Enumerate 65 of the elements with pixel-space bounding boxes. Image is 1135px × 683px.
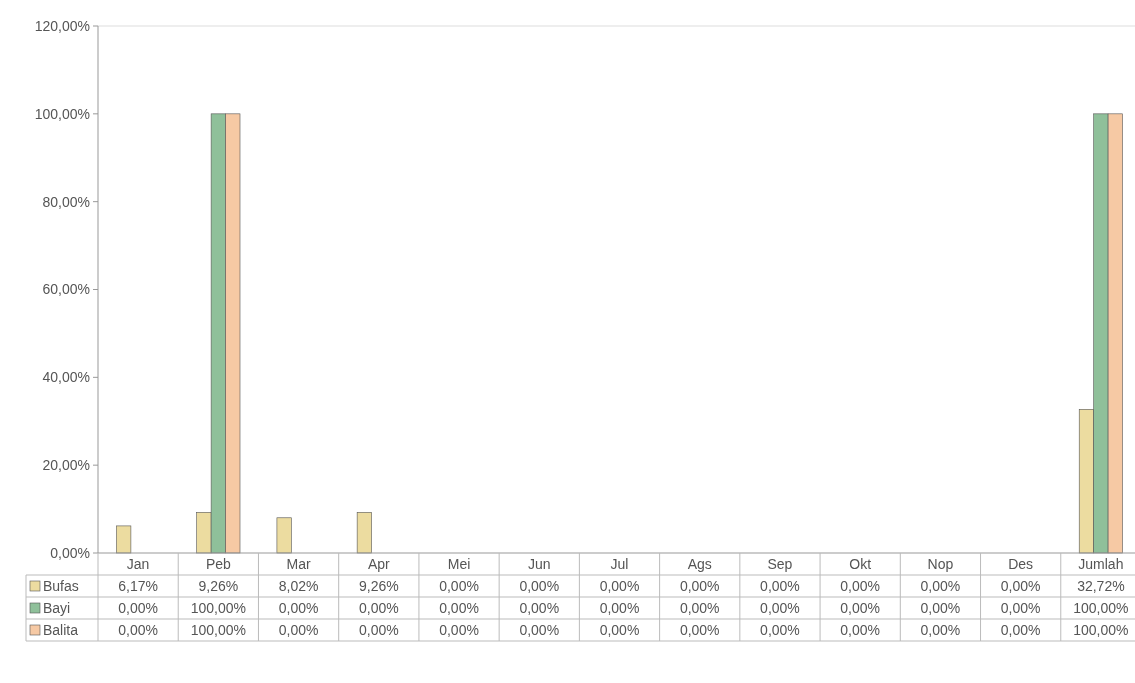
data-label: 0,00% [519, 621, 560, 638]
data-label: 0,00% [920, 621, 961, 638]
y-tick-label: 80,00% [42, 193, 90, 210]
bar [276, 517, 292, 554]
legend-label: Bufas [43, 577, 79, 594]
data-label: 0,00% [760, 599, 800, 616]
data-label: 0,00% [599, 577, 640, 594]
data-label: 9,26% [358, 577, 399, 594]
data-label: 0,00% [519, 599, 560, 616]
x-tick-label: Peb [205, 555, 232, 572]
x-tick-label: Jul [610, 555, 629, 572]
data-label: 0,00% [439, 621, 479, 638]
data-label: 0,00% [358, 621, 399, 638]
x-tick-label: Okt [849, 555, 872, 572]
data-label: 0,00% [760, 621, 800, 638]
x-tick-label: Nop [927, 555, 954, 572]
y-tick-label: 40,00% [42, 369, 90, 386]
data-label: 0,00% [760, 577, 800, 594]
data-label: 0,00% [278, 621, 319, 638]
x-tick-label: Jun [527, 555, 551, 572]
y-tick-label: 120,00% [34, 17, 90, 34]
y-tick-label: 100,00% [34, 105, 90, 122]
x-tick-label: Des [1008, 555, 1034, 572]
data-label: 0,00% [840, 599, 881, 616]
data-label: 0,00% [1000, 621, 1041, 638]
x-tick-label: Sep [767, 555, 793, 572]
data-label: 0,00% [519, 577, 560, 594]
data-label: 0,00% [599, 621, 640, 638]
bar [116, 525, 132, 554]
data-label: 0,00% [439, 577, 479, 594]
x-tick-label: Mar [286, 555, 311, 572]
data-label: 0,00% [840, 621, 881, 638]
x-tick-label: Jumlah [1078, 555, 1124, 572]
data-label: 0,00% [439, 599, 479, 616]
data-label: 0,00% [358, 599, 399, 616]
y-tick-label: 60,00% [42, 281, 90, 298]
data-label: 100,00% [190, 599, 246, 616]
x-tick-label: Ags [687, 555, 712, 572]
data-label: 6,17% [118, 577, 158, 594]
data-label: 0,00% [920, 577, 961, 594]
bar [356, 512, 372, 554]
data-label: 100,00% [190, 621, 246, 638]
legend-label: Balita [43, 621, 79, 638]
y-tick-label: 0,00% [50, 544, 90, 561]
data-label: 0,00% [679, 577, 720, 594]
data-label: 100,00% [1073, 621, 1129, 638]
data-label: 8,02% [278, 577, 319, 594]
data-label: 0,00% [1000, 599, 1041, 616]
data-label: 0,00% [679, 599, 720, 616]
data-label: 0,00% [118, 621, 158, 638]
data-label: 0,00% [278, 599, 319, 616]
data-label: 0,00% [599, 599, 640, 616]
legend-label: Bayi [43, 599, 71, 616]
x-tick-label: Mei [447, 555, 471, 572]
data-label: 100,00% [1073, 599, 1129, 616]
data-label: 0,00% [679, 621, 720, 638]
data-label: 0,00% [920, 599, 961, 616]
y-tick-label: 20,00% [42, 457, 90, 474]
x-tick-label: Apr [367, 555, 391, 572]
data-label: 0,00% [840, 577, 881, 594]
data-label: 32,72% [1077, 577, 1125, 594]
data-label: 0,00% [118, 599, 158, 616]
x-tick-label: Jan [126, 555, 150, 572]
data-label: 9,26% [198, 577, 239, 594]
data-label: 0,00% [1000, 577, 1041, 594]
